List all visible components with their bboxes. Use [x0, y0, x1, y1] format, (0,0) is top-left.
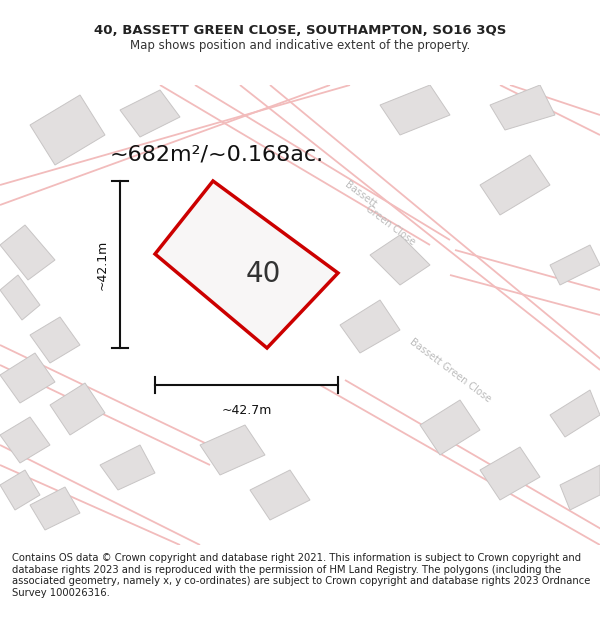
Text: ~682m²/~0.168ac.: ~682m²/~0.168ac.	[110, 145, 324, 165]
Polygon shape	[0, 275, 40, 320]
Polygon shape	[380, 85, 450, 135]
Text: ~42.7m: ~42.7m	[221, 404, 272, 416]
Text: 40, BASSETT GREEN CLOSE, SOUTHAMPTON, SO16 3QS: 40, BASSETT GREEN CLOSE, SOUTHAMPTON, SO…	[94, 24, 506, 37]
Polygon shape	[120, 90, 180, 137]
Polygon shape	[0, 353, 55, 403]
Text: Bassett: Bassett	[343, 180, 377, 210]
Polygon shape	[30, 487, 80, 530]
Polygon shape	[550, 390, 600, 437]
Polygon shape	[30, 95, 105, 165]
Text: Bassett Green Close: Bassett Green Close	[407, 336, 493, 404]
Text: Contains OS data © Crown copyright and database right 2021. This information is : Contains OS data © Crown copyright and d…	[12, 553, 590, 598]
Polygon shape	[250, 470, 310, 520]
Polygon shape	[0, 470, 40, 510]
Polygon shape	[550, 245, 600, 285]
Polygon shape	[370, 235, 430, 285]
Text: Green Close: Green Close	[364, 203, 416, 247]
Polygon shape	[100, 445, 155, 490]
Polygon shape	[0, 417, 50, 463]
Polygon shape	[490, 85, 555, 130]
Polygon shape	[30, 317, 80, 363]
Text: 40: 40	[245, 260, 281, 288]
Polygon shape	[560, 465, 600, 510]
Polygon shape	[155, 181, 338, 348]
Polygon shape	[50, 383, 105, 435]
Polygon shape	[480, 447, 540, 500]
Polygon shape	[420, 400, 480, 455]
Polygon shape	[340, 300, 400, 353]
Text: ~42.1m: ~42.1m	[95, 239, 109, 289]
Text: Map shows position and indicative extent of the property.: Map shows position and indicative extent…	[130, 39, 470, 52]
Polygon shape	[200, 425, 265, 475]
Polygon shape	[480, 155, 550, 215]
Polygon shape	[0, 225, 55, 280]
